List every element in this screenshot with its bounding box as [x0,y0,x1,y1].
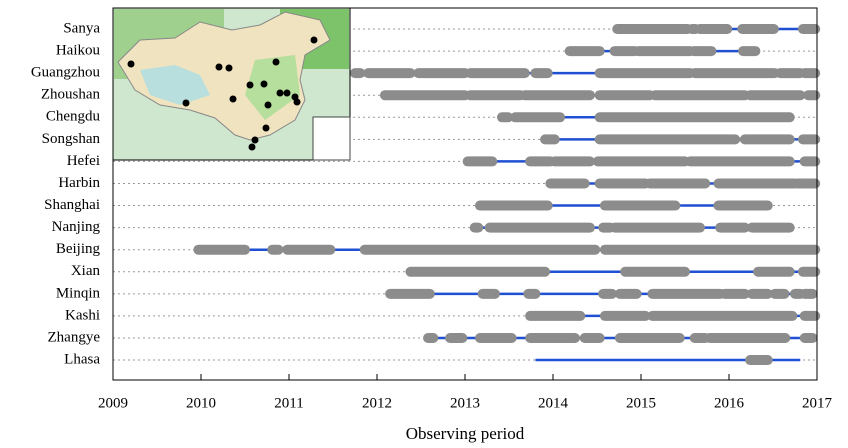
station-label: Minqin [56,285,101,301]
x-tick-label: 2009 [98,395,128,411]
inset-map [112,7,351,161]
station-label: Haikou [56,43,101,59]
station-dot [127,60,135,68]
station-label: Xian [71,263,101,279]
x-tick-label: 2014 [538,395,569,411]
station-label: Nanjing [52,219,101,235]
station-label: Guangzhou [31,65,101,81]
x-tick-label: 2017 [802,395,833,411]
plot-area: Sanya Haikou Guangzhou Zhoushan Chengdu Songs… [31,7,833,411]
station-dots [127,36,318,151]
station-label: Sanya [63,20,100,36]
station-dot [262,124,270,132]
station-dot [272,58,280,66]
x-tick-label: 2010 [186,395,216,411]
station-dot [251,136,259,144]
map-plateau [140,65,210,105]
station-dot [260,80,268,88]
station-dot [225,64,233,72]
station-label: Lhasa [64,351,100,367]
x-tick-label: 2012 [362,395,392,411]
station-dot [276,89,284,97]
x-axis-title: Observing period [406,424,525,443]
station-dot [215,63,223,71]
map-inset-box [312,116,351,161]
station-label: Harbin [58,175,100,191]
station-dot [248,143,256,151]
map-plain [245,55,300,120]
station-dot [310,36,318,44]
station-dot [229,95,237,103]
station-label: Songshan [42,131,101,147]
station-label: Beijing [56,241,101,257]
station-label: Zhangye [48,329,101,345]
station-dot [264,101,272,109]
station-label: Chengdu [46,109,101,125]
x-tick-label: 2013 [450,395,480,411]
station-label: Kashi [65,307,100,323]
station-dot [246,81,254,89]
station-dot [283,89,291,97]
x-tick-label: 2015 [626,395,656,411]
station-dot [293,98,301,106]
x-tick-label: 2016 [714,395,745,411]
x-tick-label: 2011 [274,395,303,411]
station-label: Shanghai [44,197,100,213]
station-dot [182,99,190,107]
station-label: Zhoushan [41,87,101,103]
station-label: Hefei [67,153,100,169]
